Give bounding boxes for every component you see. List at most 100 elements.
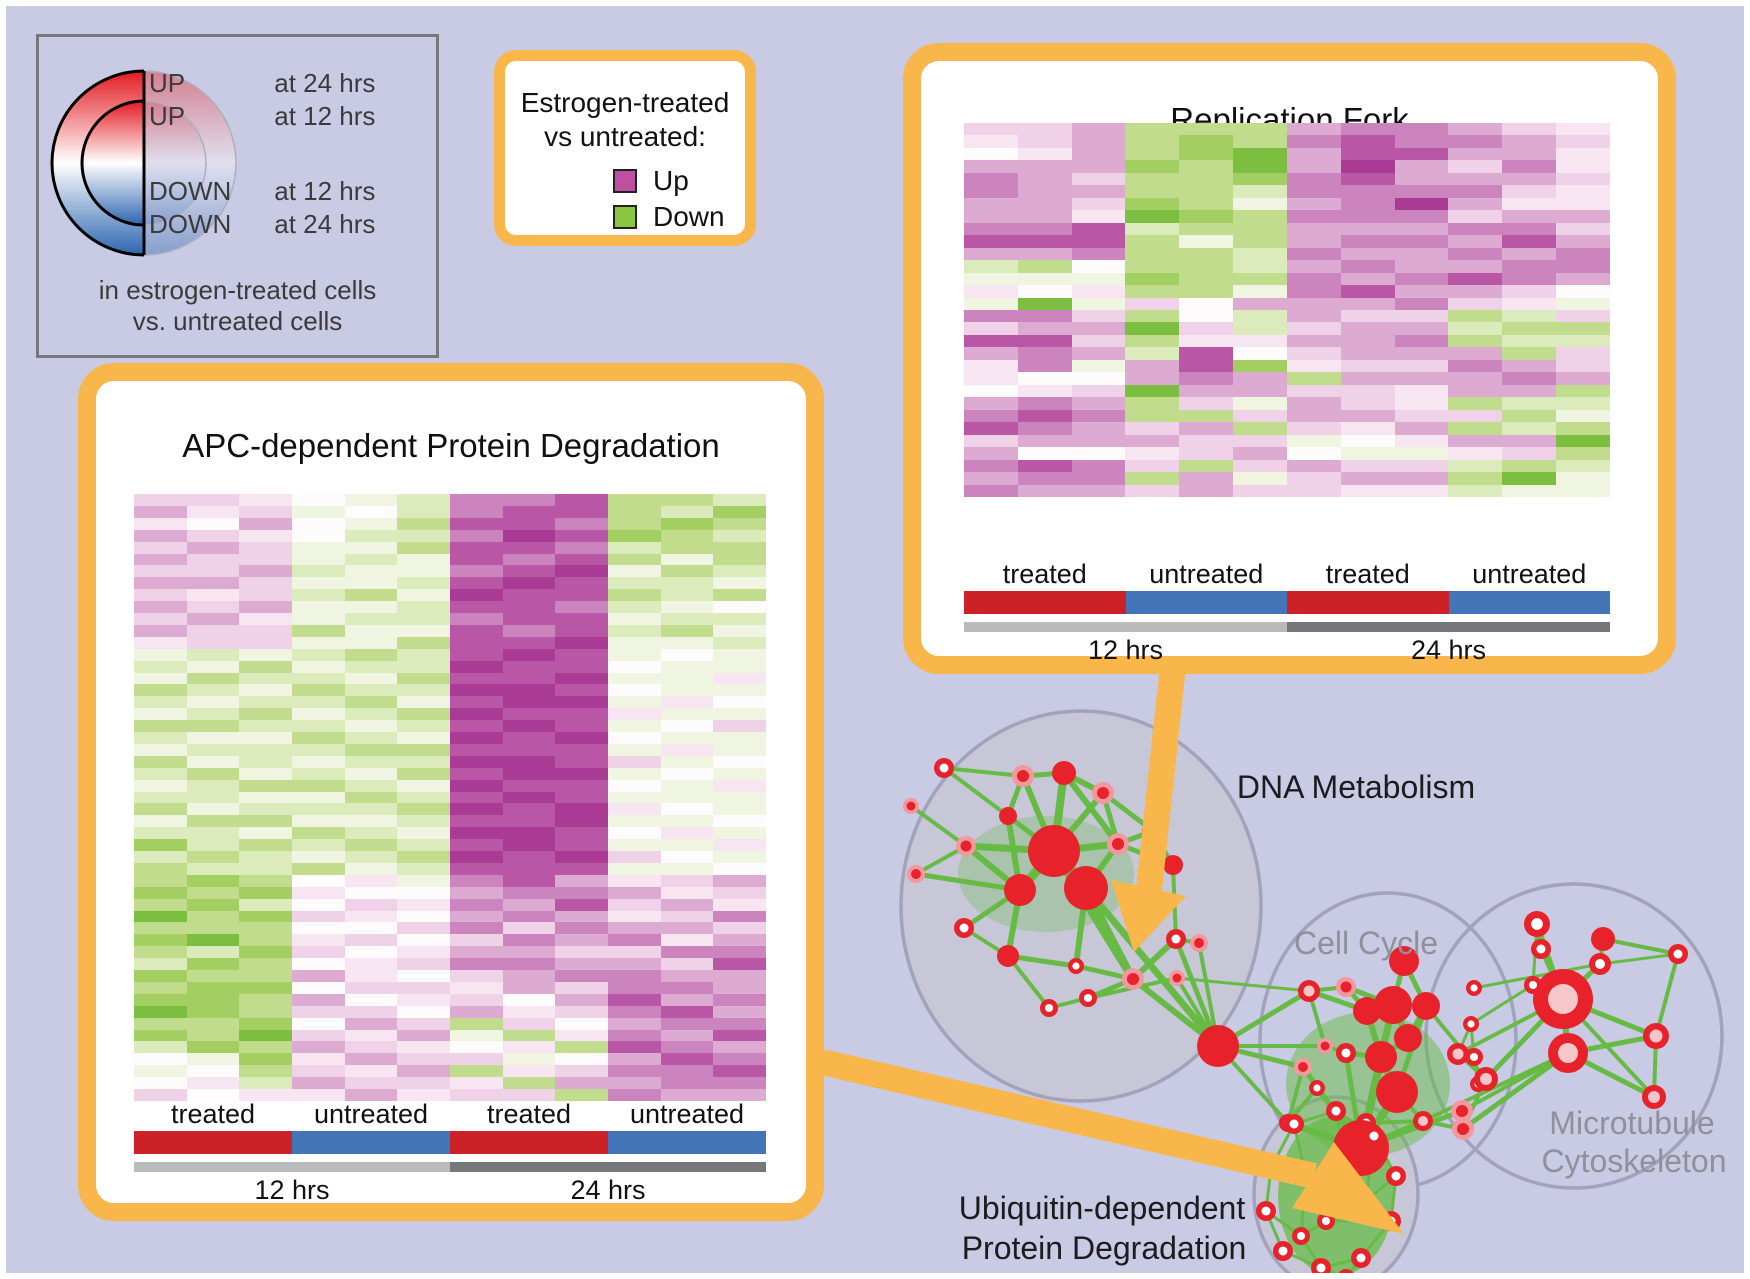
network-node-core bbox=[1480, 1073, 1492, 1085]
heatmap-cell bbox=[239, 732, 292, 744]
heatmap-cell bbox=[502, 1065, 556, 1078]
heatmap-cell bbox=[660, 898, 714, 911]
heatmap-cell bbox=[397, 648, 450, 661]
heatmap-cell bbox=[450, 1077, 503, 1090]
heatmap-cell bbox=[502, 922, 556, 935]
heatmap-cell bbox=[1448, 197, 1503, 211]
heatmap-cell bbox=[344, 946, 398, 959]
heatmap-cell bbox=[1556, 447, 1610, 460]
heatmap-cell bbox=[1233, 160, 1287, 173]
network-node-core bbox=[1321, 1216, 1331, 1226]
heatmap-cell bbox=[502, 993, 556, 1006]
heatmap-cell bbox=[608, 993, 661, 1006]
heatmap-cell bbox=[186, 779, 240, 792]
heatmap-cell bbox=[186, 553, 240, 566]
heatmap-cell bbox=[186, 696, 240, 709]
heatmap-cell bbox=[1233, 285, 1287, 298]
heatmap-cell bbox=[239, 624, 292, 637]
heatmap-cell bbox=[1017, 297, 1072, 310]
heatmap-cell bbox=[1233, 409, 1287, 423]
network-node-core bbox=[1316, 1263, 1326, 1273]
heatmap-cell bbox=[1071, 434, 1126, 448]
heatmap-cell bbox=[450, 1029, 503, 1042]
network-node-core bbox=[1340, 981, 1352, 993]
heatmap-cell bbox=[1071, 235, 1126, 248]
heatmap-cell bbox=[186, 958, 240, 971]
heatmap-cell bbox=[1286, 484, 1341, 497]
heatmap-cell bbox=[1556, 372, 1610, 385]
heatmap-cell bbox=[292, 1041, 345, 1054]
heatmap-cell bbox=[1394, 222, 1449, 236]
heatmap-cell bbox=[1394, 247, 1449, 261]
heatmap-cell bbox=[1071, 210, 1126, 223]
heatmap-cell bbox=[344, 684, 398, 697]
heatmap-cell bbox=[186, 803, 240, 816]
heatmap-cell bbox=[1502, 222, 1557, 236]
heatmap-cell bbox=[660, 636, 714, 649]
heatmap-cell bbox=[1071, 447, 1126, 460]
heatmap-cell bbox=[1448, 447, 1503, 460]
network-edge bbox=[909, 804, 968, 848]
heatmap-cell bbox=[239, 577, 292, 590]
heatmap-cell bbox=[134, 934, 187, 947]
heatmap-cell bbox=[964, 409, 1018, 423]
heatmap-cell bbox=[1071, 472, 1126, 485]
heatmap-cell bbox=[397, 636, 450, 649]
heatmap-cell bbox=[450, 970, 503, 982]
heatmap-cell bbox=[450, 672, 503, 685]
heatmap-cell bbox=[1017, 309, 1072, 323]
heatmap-cell bbox=[608, 755, 661, 768]
heatmap-cell bbox=[1179, 484, 1234, 497]
heatmap-cell bbox=[344, 660, 398, 673]
heatmap-cell bbox=[239, 660, 292, 673]
heatmap-cell bbox=[397, 1077, 450, 1090]
heatmap-cell bbox=[1125, 359, 1180, 373]
heatmap-cell bbox=[1502, 210, 1557, 223]
heatmap-cell bbox=[964, 359, 1018, 373]
heatmap-cell bbox=[713, 672, 766, 685]
network-node-core bbox=[1289, 1119, 1299, 1129]
heatmap-cell bbox=[964, 235, 1018, 248]
heatmap-cell bbox=[1394, 434, 1449, 448]
heatmap-cell bbox=[1556, 434, 1610, 448]
heatmap-cell bbox=[186, 970, 240, 982]
heatmap-cell bbox=[555, 851, 608, 863]
heatmap-cell bbox=[134, 529, 187, 542]
heatmap-cell bbox=[608, 874, 661, 887]
heatmap-cell bbox=[660, 791, 714, 804]
heatmap-cell bbox=[1286, 384, 1341, 398]
heatmap-cell bbox=[1233, 309, 1287, 323]
apc-panel: APC-dependent Protein Degradation treate… bbox=[78, 363, 824, 1221]
heatmap-cell bbox=[292, 1029, 345, 1042]
heatmap-cell bbox=[660, 993, 714, 1006]
heatmap-cell bbox=[344, 815, 398, 828]
heatmap-cell bbox=[1502, 484, 1557, 497]
heatmap-cell bbox=[555, 815, 608, 828]
heatmap-cell bbox=[1071, 172, 1126, 186]
heatmap-cell bbox=[1017, 172, 1072, 186]
heatmap-cell bbox=[660, 720, 714, 733]
heatmap-cell bbox=[608, 696, 661, 709]
heatmap-cell bbox=[1233, 397, 1287, 410]
heatmap-cell bbox=[713, 720, 766, 733]
heatmap-cell bbox=[134, 1029, 187, 1042]
heatmap-cell bbox=[450, 696, 503, 709]
heatmap-cell bbox=[1340, 123, 1395, 136]
heatmap-cell bbox=[1125, 272, 1180, 286]
heatmap-cell bbox=[1502, 285, 1557, 298]
heatmap-cell bbox=[344, 1029, 398, 1042]
heatmap-cell bbox=[239, 589, 292, 602]
heatmap-cell bbox=[1179, 147, 1234, 161]
heatmap-cell bbox=[239, 886, 292, 899]
heatmap-cell bbox=[1017, 160, 1072, 173]
heatmap-cell bbox=[134, 494, 187, 506]
heatmap-cell bbox=[1556, 147, 1610, 161]
heatmap-cell bbox=[502, 732, 556, 744]
heatmap-cell bbox=[1071, 384, 1126, 398]
network-node-solid bbox=[997, 945, 1019, 967]
heatmap-cell bbox=[1071, 135, 1126, 148]
heatmap-cell bbox=[239, 1053, 292, 1066]
heatmap-cell bbox=[450, 993, 503, 1006]
heatmap-cell bbox=[344, 494, 398, 506]
heatmap-cell bbox=[502, 970, 556, 982]
